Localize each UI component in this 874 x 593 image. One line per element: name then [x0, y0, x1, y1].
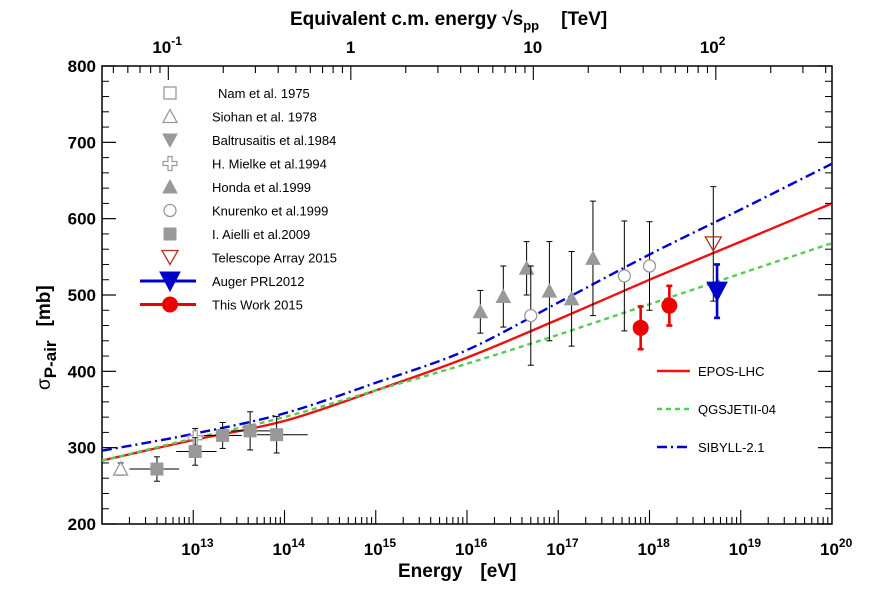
data-points: [112, 186, 728, 482]
legend-label: Baltrusaitis et al.1984: [212, 133, 336, 148]
y-tick-label: 300: [68, 439, 96, 458]
top-axis-label-sub: pp: [523, 18, 539, 33]
model-legend: EPOS-LHC QGSJETII-04 SIBYLL-2.1: [657, 364, 776, 455]
x-tick-label: 1013: [181, 536, 214, 559]
legend: Nam et al. 1975 Siohan et al. 1978 Baltrus…: [140, 86, 337, 313]
legend-marker: [162, 133, 178, 149]
data-point: [706, 281, 728, 303]
y-tick-label: 500: [68, 286, 96, 305]
legend-label: H. Mielke et al.1994: [212, 157, 327, 172]
model-legend-label: EPOS-LHC: [698, 364, 764, 379]
x-axis-label: Energy: [398, 561, 463, 582]
x-tick-label: 1019: [729, 536, 762, 559]
model-legend-label: QGSJETII-04: [698, 402, 776, 417]
legend-marker: [162, 296, 178, 313]
data-point: [585, 250, 601, 265]
legend-label: This Work 2015: [212, 298, 303, 313]
top-tick-label: 102: [700, 34, 726, 57]
legend-label: Nam et al. 1975: [218, 86, 310, 101]
x-axis-unit: [eV]: [480, 561, 516, 582]
x-tick-label: 1015: [364, 536, 397, 559]
legend-label: I. Aielli et al.2009: [212, 227, 310, 242]
legend-marker: [162, 178, 178, 194]
x-tick-label: 1020: [820, 536, 853, 559]
y-tick-label: 700: [68, 133, 96, 152]
data-point: [472, 303, 489, 319]
data-point: [270, 428, 284, 442]
legend-marker: [160, 249, 180, 266]
data-point: [617, 269, 631, 283]
data-point: [524, 308, 538, 323]
legend-label: Auger PRL2012: [212, 274, 305, 289]
data-point: [704, 236, 723, 253]
y-tick-label: 400: [68, 362, 96, 381]
data-point: [563, 290, 580, 306]
data-point: [243, 424, 257, 438]
legend-label: Siohan et al. 1978: [212, 110, 317, 125]
model-legend-label: SIBYLL-2.1: [698, 440, 765, 455]
legend-marker: [161, 108, 179, 124]
top-tick-label: 10: [523, 38, 542, 57]
data-point: [661, 297, 678, 314]
data-point: [216, 428, 230, 442]
data-point: [150, 462, 164, 476]
y-tick-label: 800: [68, 57, 96, 76]
legend-label: Telescope Array 2015: [212, 251, 337, 266]
y-axis-title: σP-air [mb]: [34, 285, 60, 390]
legend-marker: [159, 271, 181, 293]
y-axis-label: σ: [34, 378, 55, 390]
model-curve-sibyll-2-1: [101, 162, 833, 452]
y-tick-label: 600: [68, 210, 96, 229]
data-point: [518, 260, 535, 275]
legend-marker: [163, 86, 177, 100]
y-axis-unit: [mb]: [34, 285, 55, 326]
data-point: [541, 283, 558, 298]
data-point: [112, 460, 129, 476]
legend-marker: [163, 203, 177, 218]
x-tick-label: 1018: [638, 536, 671, 559]
data-point: [632, 319, 649, 336]
data-point: [495, 288, 512, 304]
top-axis-title: Equivalent c.m. energy √spp [TeV]: [290, 9, 607, 33]
x-tick-label: 1016: [455, 536, 488, 559]
data-point: [642, 259, 657, 273]
legend-marker: [163, 227, 177, 241]
top-axis-label: Equivalent c.m. energy √s: [290, 9, 523, 30]
top-axis-label-unit: [TeV]: [561, 9, 607, 30]
legend-marker: [162, 155, 178, 172]
data-point: [188, 444, 202, 458]
top-tick-label: 10-1: [152, 34, 182, 57]
x-tick-label: 1014: [273, 536, 306, 559]
y-tick-label: 200: [68, 515, 96, 534]
top-tick-label: 1: [346, 38, 355, 57]
x-axis-title: Energy [eV]: [398, 561, 516, 582]
x-tick-label: 1017: [546, 536, 579, 559]
legend-label: Knurenko et al.1999: [212, 204, 328, 219]
y-axis-label-sub: P-air: [41, 340, 60, 378]
legend-label: Honda et al.1999: [212, 180, 311, 195]
